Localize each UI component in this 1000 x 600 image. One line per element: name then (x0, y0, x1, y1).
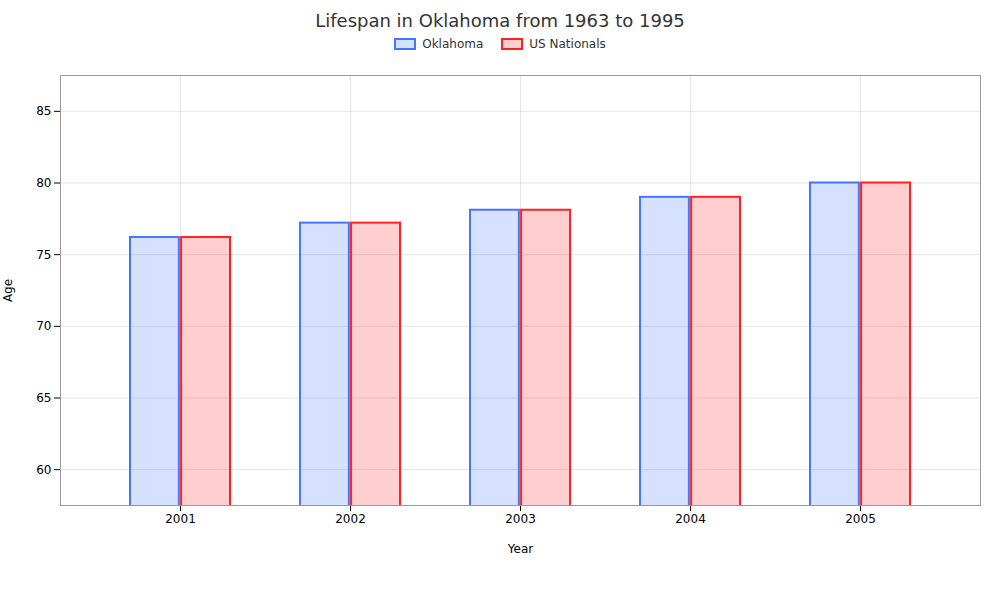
svg-text:2003: 2003 (505, 512, 536, 526)
svg-text:2001: 2001 (165, 512, 196, 526)
svg-text:Year: Year (507, 542, 533, 556)
svg-text:2004: 2004 (675, 512, 706, 526)
svg-text:Age: Age (1, 279, 15, 302)
html-text:Lifespan in Oklahoma from 1963: Lifespan in Oklahoma from 1963 to 1995 (315, 10, 685, 31)
svg-text:60: 60 (36, 463, 51, 477)
html-text:Oklahoma: Oklahoma (422, 37, 484, 51)
svg-text:70: 70 (36, 319, 51, 333)
svg-text:80: 80 (36, 176, 51, 190)
svg-text:2005: 2005 (845, 512, 876, 526)
html-text:US Nationals: US Nationals (529, 37, 606, 51)
svg-text:85: 85 (36, 104, 51, 118)
svg-text:2002: 2002 (335, 512, 366, 526)
svg-text:65: 65 (36, 391, 51, 405)
svg-text:75: 75 (36, 248, 51, 262)
